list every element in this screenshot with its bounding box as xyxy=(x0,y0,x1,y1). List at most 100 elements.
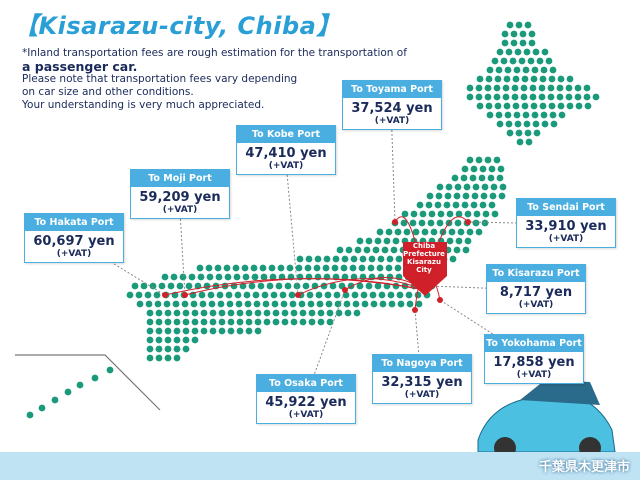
map-dot xyxy=(356,237,364,245)
map-dot xyxy=(505,120,513,128)
map-dot xyxy=(446,210,454,218)
map-dot xyxy=(513,111,521,119)
map-dot xyxy=(464,237,472,245)
map-dot xyxy=(512,75,520,83)
map-dot xyxy=(370,300,378,308)
map-dot xyxy=(539,102,547,110)
map-dot xyxy=(395,255,403,263)
map-dot xyxy=(505,48,513,56)
leader-line xyxy=(284,150,299,296)
map-dot xyxy=(470,201,478,209)
map-dot xyxy=(351,291,359,299)
map-dot xyxy=(200,327,208,335)
map-dot xyxy=(493,84,501,92)
map-dot xyxy=(126,291,134,299)
route xyxy=(297,278,426,296)
map-dot xyxy=(491,210,499,218)
map-dot xyxy=(392,282,400,290)
map-dot xyxy=(315,291,323,299)
map-dot xyxy=(188,273,196,281)
map-dot xyxy=(172,300,180,308)
map-dot xyxy=(341,273,349,281)
map-dot xyxy=(453,246,461,254)
map-dot xyxy=(425,201,433,209)
map-dot xyxy=(225,291,233,299)
map-dot xyxy=(173,318,181,326)
map-dot xyxy=(566,102,574,110)
map-dot xyxy=(566,75,574,83)
map-dot xyxy=(550,120,558,128)
map-dot xyxy=(504,66,512,74)
port-price: 17,858 yen xyxy=(493,355,575,370)
map-dot xyxy=(409,219,417,227)
map-dot xyxy=(541,48,549,56)
map-dot xyxy=(547,93,555,101)
map-dot xyxy=(164,336,172,344)
map-dot xyxy=(209,327,217,335)
map-dot xyxy=(308,309,316,317)
map-dot xyxy=(502,93,510,101)
map-dot xyxy=(191,336,199,344)
map-dot xyxy=(540,111,548,119)
map-dot xyxy=(340,264,348,272)
port-vat: (+VAT) xyxy=(288,410,324,420)
route xyxy=(184,278,426,296)
map-dot xyxy=(528,39,536,47)
port-label: To Kisarazu Port xyxy=(487,265,585,282)
map-dot xyxy=(173,327,181,335)
map-dot xyxy=(487,174,495,182)
map-dot xyxy=(495,66,503,74)
map-dot xyxy=(574,93,582,101)
map-dot xyxy=(254,309,262,317)
port-box: To Kobe Port 47,410 yen (+VAT) xyxy=(236,125,336,175)
map-dot xyxy=(235,300,243,308)
map-dot xyxy=(530,102,538,110)
car-window xyxy=(520,380,600,405)
map-dot xyxy=(324,291,332,299)
port-dot xyxy=(437,297,443,303)
map-dot xyxy=(360,291,368,299)
map-dot xyxy=(333,291,341,299)
map-dot xyxy=(203,282,211,290)
map-dot xyxy=(26,411,34,419)
map-dot xyxy=(415,300,423,308)
port-box: To Yokohama Port 17,858 yen (+VAT) xyxy=(484,334,584,384)
map-dot xyxy=(516,138,524,146)
map-dot xyxy=(521,102,529,110)
map-dot xyxy=(158,282,166,290)
map-dot xyxy=(494,75,502,83)
map-dot xyxy=(356,282,364,290)
map-dot xyxy=(236,309,244,317)
map-dot xyxy=(224,273,232,281)
map-dot xyxy=(392,237,400,245)
map-dot xyxy=(466,228,474,236)
footer-band xyxy=(0,452,640,480)
map-dot xyxy=(376,264,384,272)
map-dot xyxy=(548,75,556,83)
map-dot xyxy=(512,102,520,110)
map-dot xyxy=(190,300,198,308)
map-dot xyxy=(325,300,333,308)
map-dot xyxy=(430,228,438,236)
map-dot xyxy=(263,309,271,317)
port-price: 33,910 yen xyxy=(525,219,607,234)
map-dot xyxy=(149,282,157,290)
map-dot xyxy=(261,291,269,299)
map-dot xyxy=(496,48,504,56)
map-dot xyxy=(455,237,463,245)
map-dot xyxy=(497,165,505,173)
map-dot xyxy=(509,57,517,65)
map-dot xyxy=(289,300,297,308)
map-dot xyxy=(248,282,256,290)
map-dot xyxy=(290,318,298,326)
map-dot xyxy=(381,246,389,254)
map-dot xyxy=(397,300,405,308)
map-dot xyxy=(154,300,162,308)
port-dot xyxy=(392,219,398,225)
map-dot xyxy=(461,165,469,173)
map-dot xyxy=(344,309,352,317)
map-dot xyxy=(484,156,492,164)
map-dot xyxy=(583,93,591,101)
map-dot xyxy=(349,264,357,272)
